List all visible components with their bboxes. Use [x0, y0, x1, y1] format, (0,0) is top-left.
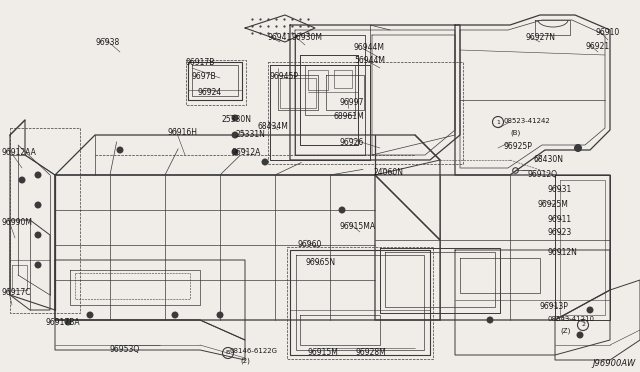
Text: 68961M: 68961M	[334, 112, 365, 121]
Text: 96953Q: 96953Q	[110, 345, 140, 354]
Text: 96913P: 96913P	[540, 302, 569, 311]
Text: 96924: 96924	[198, 88, 222, 97]
Text: 96915MA: 96915MA	[340, 222, 376, 231]
Circle shape	[35, 202, 40, 208]
Text: 96944M: 96944M	[354, 43, 385, 52]
Text: 96927N: 96927N	[525, 33, 555, 42]
Circle shape	[232, 150, 237, 154]
Text: 96917BA: 96917BA	[45, 318, 79, 327]
Text: 24060N: 24060N	[373, 168, 403, 177]
Circle shape	[35, 202, 40, 208]
Circle shape	[35, 263, 40, 267]
Circle shape	[35, 263, 40, 267]
Text: 1: 1	[496, 119, 500, 125]
Text: 96938: 96938	[96, 38, 120, 47]
Text: 68434M: 68434M	[258, 122, 289, 131]
Text: 96912N: 96912N	[548, 248, 578, 257]
Text: 56944M: 56944M	[354, 56, 385, 65]
Text: 96917B: 96917B	[185, 58, 214, 67]
Circle shape	[118, 148, 122, 153]
Text: 96915M: 96915M	[308, 348, 339, 357]
Circle shape	[65, 320, 70, 324]
Text: 08146-6122G: 08146-6122G	[230, 348, 278, 354]
Circle shape	[232, 115, 237, 121]
Circle shape	[65, 320, 70, 324]
Text: 96921: 96921	[585, 42, 609, 51]
Text: 96965N: 96965N	[305, 258, 335, 267]
Text: 96923: 96923	[548, 228, 572, 237]
Text: 96912AA: 96912AA	[2, 148, 37, 157]
Circle shape	[575, 145, 581, 151]
Text: 96931: 96931	[548, 185, 572, 194]
Text: 96925P: 96925P	[503, 142, 532, 151]
Circle shape	[588, 308, 593, 312]
Circle shape	[88, 312, 93, 317]
Circle shape	[35, 173, 40, 177]
Text: 96917C: 96917C	[2, 288, 31, 297]
Text: 25331N: 25331N	[235, 130, 265, 139]
Circle shape	[232, 132, 237, 138]
Text: (B): (B)	[510, 130, 520, 137]
Text: 25330N: 25330N	[222, 115, 252, 124]
Circle shape	[588, 308, 593, 312]
Circle shape	[232, 132, 237, 138]
Circle shape	[488, 317, 493, 323]
Circle shape	[232, 115, 237, 121]
Circle shape	[577, 333, 582, 337]
Text: 9697B: 9697B	[192, 72, 216, 81]
Text: 96925M: 96925M	[537, 200, 568, 209]
Text: 96912Q: 96912Q	[528, 170, 558, 179]
Circle shape	[88, 312, 93, 317]
Circle shape	[577, 333, 582, 337]
Text: 96990M: 96990M	[2, 218, 33, 227]
Text: 96960: 96960	[298, 240, 323, 249]
Circle shape	[35, 232, 40, 237]
Circle shape	[262, 160, 268, 164]
Text: (2): (2)	[240, 358, 250, 365]
Circle shape	[35, 173, 40, 177]
Circle shape	[218, 312, 223, 317]
Circle shape	[118, 148, 122, 153]
Text: 96930M: 96930M	[292, 33, 323, 42]
Circle shape	[339, 208, 344, 212]
Circle shape	[19, 177, 24, 183]
Circle shape	[35, 232, 40, 237]
Circle shape	[339, 208, 344, 212]
Text: 96945P: 96945P	[270, 72, 299, 81]
Text: 2: 2	[581, 323, 585, 327]
Text: 96911: 96911	[548, 215, 572, 224]
Circle shape	[218, 312, 223, 317]
Text: 08543-41210: 08543-41210	[548, 316, 595, 322]
Circle shape	[173, 312, 177, 317]
Circle shape	[19, 177, 24, 183]
Text: 08523-41242: 08523-41242	[503, 118, 550, 124]
Text: 96928M: 96928M	[355, 348, 386, 357]
Text: 96916H: 96916H	[168, 128, 198, 137]
Text: (Z): (Z)	[560, 328, 570, 334]
Circle shape	[262, 160, 268, 164]
Text: J96900AW: J96900AW	[593, 359, 636, 368]
Circle shape	[173, 312, 177, 317]
Circle shape	[232, 150, 237, 154]
Text: 96926: 96926	[340, 138, 364, 147]
Circle shape	[575, 145, 581, 151]
Text: 96941: 96941	[268, 33, 292, 42]
Text: B: B	[226, 350, 230, 356]
Text: 96997: 96997	[340, 98, 364, 107]
Text: 96910: 96910	[596, 28, 620, 37]
Text: 96912A: 96912A	[232, 148, 261, 157]
Circle shape	[488, 317, 493, 323]
Text: 68430N: 68430N	[534, 155, 564, 164]
